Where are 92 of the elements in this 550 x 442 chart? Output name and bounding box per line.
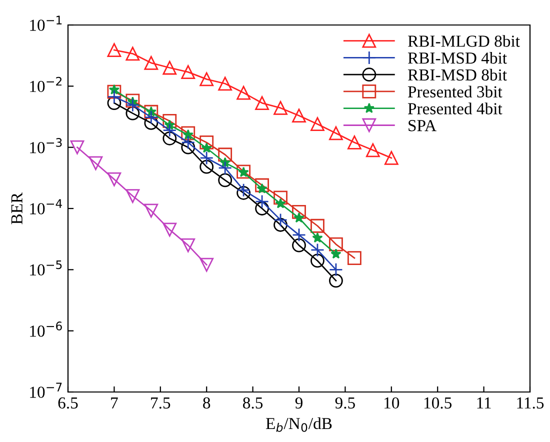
point [126, 46, 140, 61]
point [347, 251, 362, 265]
point [218, 148, 232, 162]
point [181, 140, 196, 154]
point [294, 212, 304, 223]
legend-label: RBI-MSD 8bit [408, 68, 507, 81]
point [200, 72, 214, 86]
point [162, 131, 177, 146]
point [255, 96, 269, 110]
point [384, 151, 398, 165]
point [126, 106, 140, 120]
point [236, 186, 251, 200]
y-tick-label: 10$^{−6}$ [30, 322, 62, 337]
legend-label: RBI-MSD 4bit [408, 52, 507, 64]
point [236, 183, 251, 198]
point [126, 94, 140, 108]
point [310, 254, 324, 268]
point [200, 151, 214, 165]
point [274, 190, 288, 205]
point [181, 126, 196, 140]
legend-label: RBI-MLGD 8bit [408, 35, 520, 47]
point [329, 126, 343, 140]
point [107, 90, 122, 104]
point [330, 248, 342, 259]
point [292, 204, 306, 219]
point [329, 274, 343, 288]
x-tick-label: 10.5 [424, 397, 452, 409]
point [108, 84, 120, 94]
point [274, 101, 288, 115]
point [274, 213, 288, 227]
point [218, 76, 232, 91]
point [107, 43, 122, 57]
point [274, 218, 288, 232]
point [255, 178, 269, 192]
y-tick-label: 10$^{−1}$ [30, 16, 62, 31]
y-tick-label: 10$^{−4}$ [30, 199, 62, 214]
x-tick-label: 11.5 [517, 397, 544, 409]
point [329, 262, 343, 277]
x-axis-title: E$_{b}$/N$_{0}$/dB [266, 417, 332, 432]
point [107, 84, 122, 99]
point [200, 136, 214, 150]
point [366, 143, 380, 158]
point [292, 228, 306, 242]
legend-label: Presented 4bit [408, 102, 502, 114]
point [292, 108, 306, 123]
point [162, 60, 177, 75]
x-tick-label: 8 [203, 397, 210, 409]
point [144, 110, 158, 124]
x-tick-label: 10 [384, 397, 400, 409]
x-tick-label: 6.5 [58, 397, 78, 409]
point [218, 161, 232, 175]
y-tick-label: 10$^{−7}$ [30, 382, 62, 398]
point [200, 160, 214, 174]
y-tick-label: 10$^{−2}$ [30, 76, 62, 92]
point [144, 104, 158, 119]
point [255, 194, 269, 208]
point [310, 243, 324, 257]
y-tick-label: 10$^{−5}$ [30, 260, 62, 276]
legend-label: SPA [408, 120, 436, 132]
point [88, 156, 103, 170]
x-tick-label: 11 [477, 397, 491, 408]
point [107, 172, 122, 186]
point [181, 238, 196, 252]
x-tick-label: 9.5 [335, 397, 355, 409]
y-tick-label: 10$^{−3}$ [30, 138, 62, 154]
point [181, 65, 196, 80]
x-tick-label: 9 [295, 397, 302, 409]
x-tick-label: 7 [111, 398, 118, 408]
point [126, 98, 140, 112]
point [218, 173, 232, 188]
point [310, 117, 324, 132]
point [255, 202, 269, 216]
point [200, 258, 214, 272]
point [329, 237, 343, 252]
x-tick-label: 8.5 [243, 397, 263, 409]
point [162, 123, 177, 138]
point [347, 136, 362, 150]
y-axis-title: BER [11, 192, 22, 224]
point [144, 56, 158, 70]
point [312, 232, 323, 243]
point [292, 238, 306, 252]
point [181, 136, 196, 150]
point [162, 114, 177, 128]
point [310, 218, 324, 233]
point [162, 222, 177, 237]
x-tick-label: 7.5 [151, 398, 170, 409]
point [126, 189, 140, 203]
point [236, 86, 251, 100]
point [144, 116, 158, 130]
point [144, 204, 158, 218]
point [70, 140, 84, 154]
legend-label: Presented 3bit [408, 86, 502, 98]
